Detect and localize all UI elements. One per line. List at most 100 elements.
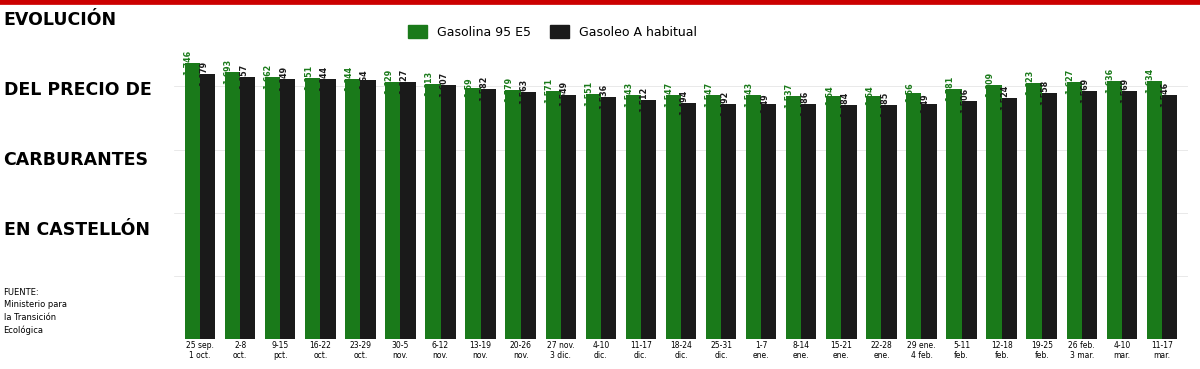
Bar — [425, 85, 440, 339]
Bar — [281, 79, 295, 339]
Bar — [1002, 99, 1016, 339]
Text: 1,524: 1,524 — [1001, 85, 1009, 110]
Text: 1,558: 1,558 — [1040, 80, 1049, 105]
Text: 1,59: 1,59 — [464, 77, 473, 97]
Text: 1,609: 1,609 — [985, 72, 994, 97]
Bar — [1081, 92, 1097, 339]
Bar — [521, 92, 536, 339]
Text: 1,56: 1,56 — [905, 82, 914, 102]
Text: 1,537: 1,537 — [785, 83, 793, 108]
Bar — [1067, 82, 1081, 339]
Bar — [826, 96, 841, 339]
Text: 1,657: 1,657 — [239, 64, 247, 89]
Text: EN CASTELLÓN: EN CASTELLÓN — [4, 221, 150, 239]
Text: 1,486: 1,486 — [800, 91, 809, 117]
Text: 1,546: 1,546 — [1160, 82, 1170, 107]
Text: 1,582: 1,582 — [479, 76, 488, 101]
Bar — [505, 90, 521, 339]
Bar — [401, 82, 415, 339]
Bar — [346, 79, 360, 339]
Bar — [240, 77, 256, 339]
Text: 1,543: 1,543 — [744, 82, 754, 107]
Bar — [706, 95, 721, 339]
Text: 1,623: 1,623 — [1025, 70, 1034, 95]
Bar — [866, 96, 881, 339]
Text: 1,662: 1,662 — [264, 63, 272, 89]
Text: 1,512: 1,512 — [640, 87, 648, 112]
Bar — [922, 104, 937, 339]
Text: 1,627: 1,627 — [1066, 69, 1074, 94]
Text: 1,634: 1,634 — [1145, 68, 1154, 93]
Text: 1,54: 1,54 — [865, 86, 874, 105]
Bar — [1026, 83, 1042, 339]
Bar — [265, 77, 281, 339]
Text: 1,563: 1,563 — [520, 79, 528, 104]
Text: FUENTE:
Ministerio para
la Transición
Ecológica: FUENTE: Ministerio para la Transición Ec… — [4, 288, 67, 335]
Text: CARBURANTES: CARBURANTES — [4, 151, 149, 169]
Bar — [385, 82, 401, 339]
Bar — [721, 104, 737, 339]
Text: 1,746: 1,746 — [184, 50, 192, 75]
Bar — [560, 94, 576, 339]
Text: 1,49: 1,49 — [920, 93, 929, 113]
Text: 1,547: 1,547 — [704, 82, 714, 107]
Bar — [947, 89, 961, 339]
Bar — [481, 89, 496, 339]
Text: 1,581: 1,581 — [944, 76, 954, 101]
Bar — [601, 97, 616, 339]
Text: 1,484: 1,484 — [840, 92, 848, 117]
Text: 1,569: 1,569 — [1080, 78, 1090, 103]
Text: 1,569: 1,569 — [1121, 78, 1129, 103]
Bar — [1106, 81, 1122, 339]
Text: 1,644: 1,644 — [319, 66, 328, 92]
Text: 1,549: 1,549 — [559, 81, 569, 106]
Text: 1,579: 1,579 — [504, 77, 514, 102]
Bar — [881, 105, 896, 339]
Text: EVOLUCIÓN: EVOLUCIÓN — [4, 11, 116, 29]
Text: 1,492: 1,492 — [720, 90, 728, 115]
Bar — [185, 63, 200, 339]
Bar — [786, 96, 802, 339]
Text: 1,636: 1,636 — [1105, 68, 1115, 93]
Bar — [841, 105, 857, 339]
Text: 1,629: 1,629 — [384, 69, 392, 94]
Bar — [802, 104, 816, 339]
Text: 1,547: 1,547 — [665, 82, 673, 107]
Bar — [1122, 92, 1138, 339]
Bar — [1162, 95, 1177, 339]
Text: 1,494: 1,494 — [679, 90, 689, 115]
Text: DEL PRECIO DE: DEL PRECIO DE — [4, 81, 151, 99]
Bar — [546, 91, 560, 339]
Text: 1,644: 1,644 — [343, 66, 353, 92]
Text: 1,607: 1,607 — [439, 72, 448, 97]
Bar — [666, 95, 682, 339]
Bar — [961, 101, 977, 339]
Text: 1,485: 1,485 — [880, 92, 889, 117]
Bar — [1042, 93, 1057, 339]
Bar — [360, 80, 376, 339]
Text: 1,571: 1,571 — [544, 78, 553, 103]
Text: 1,64: 1,64 — [359, 70, 368, 89]
Text: 1,693: 1,693 — [223, 59, 233, 84]
Text: 1,651: 1,651 — [304, 65, 313, 90]
Bar — [200, 74, 215, 339]
Text: 1,649: 1,649 — [278, 66, 288, 91]
Bar — [625, 96, 641, 339]
Text: 1,506: 1,506 — [960, 88, 970, 113]
Bar — [761, 104, 776, 339]
Text: 1,49: 1,49 — [760, 93, 769, 113]
Bar — [305, 78, 320, 339]
Text: 1,54: 1,54 — [824, 86, 834, 105]
Text: 1,551: 1,551 — [584, 81, 593, 106]
Bar — [641, 100, 656, 339]
Bar — [746, 96, 761, 339]
Text: 1,543: 1,543 — [624, 82, 634, 107]
Bar — [466, 88, 481, 339]
Bar — [440, 85, 456, 339]
Bar — [906, 93, 922, 339]
Text: 1,679: 1,679 — [199, 61, 208, 86]
Text: 1,613: 1,613 — [424, 71, 433, 96]
Bar — [682, 103, 696, 339]
Legend: Gasolina 95 E5, Gasoleo A habitual: Gasolina 95 E5, Gasoleo A habitual — [403, 21, 702, 44]
Bar — [224, 72, 240, 339]
